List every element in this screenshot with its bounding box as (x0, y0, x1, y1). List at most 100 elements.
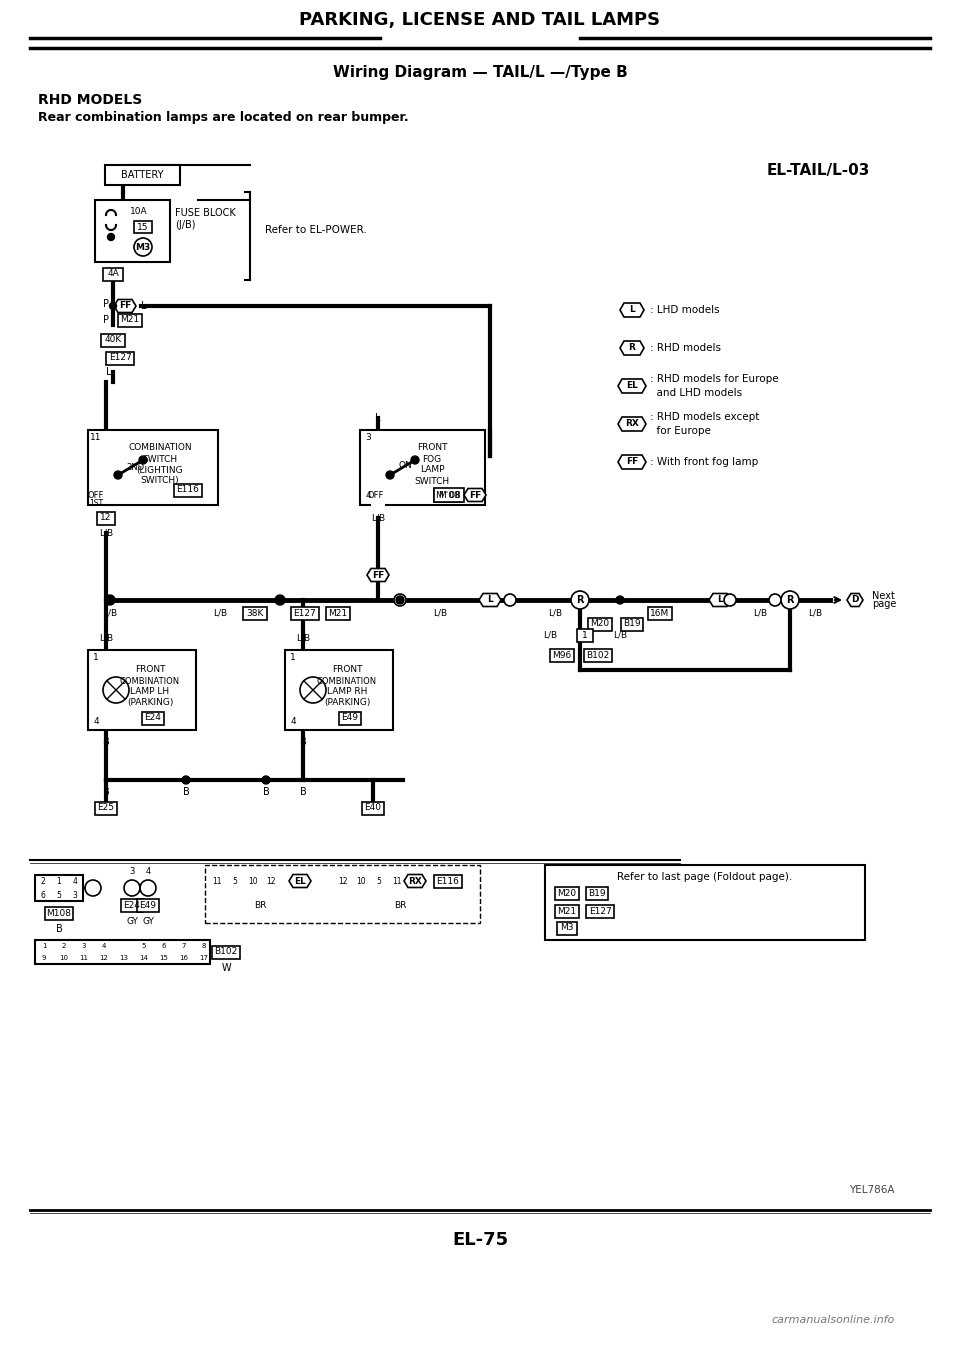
Text: FF: FF (626, 458, 638, 467)
Text: 4A: 4A (108, 269, 119, 278)
Circle shape (724, 593, 736, 606)
Text: 15: 15 (159, 955, 168, 961)
Polygon shape (479, 593, 501, 607)
Text: D: D (852, 596, 859, 604)
Text: 4: 4 (73, 877, 78, 887)
Text: L: L (629, 306, 635, 315)
Circle shape (504, 593, 516, 606)
Text: 3: 3 (130, 868, 134, 876)
Text: M20: M20 (590, 619, 610, 629)
Text: COMBINATION: COMBINATION (317, 676, 377, 686)
Text: B19: B19 (588, 888, 606, 898)
Text: 6: 6 (161, 942, 166, 949)
Polygon shape (618, 417, 646, 430)
Text: L/B: L/B (213, 608, 228, 618)
Text: (PARKING): (PARKING) (127, 698, 173, 708)
Text: B102: B102 (587, 650, 610, 660)
Text: 3: 3 (365, 433, 371, 443)
Bar (586, 904, 614, 918)
Circle shape (769, 593, 781, 606)
Text: 4: 4 (290, 717, 296, 727)
Text: 5: 5 (376, 876, 381, 885)
Text: COMBINATION: COMBINATION (129, 444, 192, 452)
Text: E127: E127 (294, 608, 317, 618)
Text: M21: M21 (558, 907, 577, 915)
Circle shape (394, 593, 406, 606)
Text: 1: 1 (41, 942, 46, 949)
Text: LAMP LH: LAMP LH (131, 687, 170, 697)
Text: Wiring Diagram — TAIL/L —/Type B: Wiring Diagram — TAIL/L —/Type B (332, 64, 628, 80)
Polygon shape (847, 593, 863, 607)
Polygon shape (404, 875, 426, 888)
Bar (118, 314, 142, 326)
Text: 3: 3 (82, 942, 86, 949)
Circle shape (300, 678, 326, 703)
Bar (88, 650, 196, 731)
Text: B: B (182, 788, 189, 797)
Text: M'08: M'08 (438, 490, 460, 500)
Bar (205, 865, 480, 923)
Text: (PARKING): (PARKING) (324, 698, 371, 708)
Bar (134, 221, 152, 234)
Text: P: P (103, 315, 109, 325)
Text: L/B: L/B (753, 608, 767, 618)
Bar (106, 352, 134, 364)
Text: YEL786A: YEL786A (850, 1186, 895, 1195)
Text: EL: EL (626, 382, 638, 391)
Text: E49: E49 (139, 900, 156, 910)
Circle shape (616, 596, 624, 604)
Text: 10: 10 (249, 876, 258, 885)
Text: : RHD models for Europe
  and LHD models: : RHD models for Europe and LHD models (650, 375, 779, 398)
Text: B: B (56, 923, 62, 934)
Bar (285, 650, 393, 731)
Text: GY: GY (126, 917, 138, 926)
Text: page: page (872, 599, 897, 608)
Text: 14: 14 (139, 955, 149, 961)
Text: FRONT: FRONT (134, 665, 165, 675)
Text: 1: 1 (290, 653, 296, 663)
Text: RX: RX (408, 876, 422, 885)
Text: R: R (786, 595, 794, 606)
Bar (105, 166, 180, 185)
Text: B: B (300, 737, 306, 747)
Bar (35, 875, 83, 900)
Text: 9: 9 (41, 955, 46, 961)
Text: 5: 5 (232, 876, 237, 885)
Circle shape (781, 591, 799, 608)
Circle shape (262, 775, 270, 784)
Text: LAMP: LAMP (420, 466, 444, 474)
Text: SWITCH: SWITCH (142, 455, 178, 463)
Bar (434, 488, 464, 502)
Text: PARKING, LICENSE AND TAIL LAMPS: PARKING, LICENSE AND TAIL LAMPS (300, 11, 660, 29)
Bar (103, 268, 123, 281)
Text: 1ST: 1ST (89, 498, 103, 508)
Text: L/B: L/B (99, 633, 113, 642)
Text: B19: B19 (623, 619, 641, 629)
Text: 6: 6 (40, 891, 45, 899)
Text: EL-75: EL-75 (452, 1230, 508, 1249)
Text: 5: 5 (57, 891, 61, 899)
Text: 15: 15 (137, 223, 149, 231)
Text: 11: 11 (80, 955, 88, 961)
Text: FF: FF (119, 301, 132, 311)
Text: L/B: L/B (333, 608, 348, 618)
Text: OFF: OFF (87, 490, 105, 500)
Text: L/B: L/B (653, 608, 667, 618)
Text: 10A: 10A (130, 208, 148, 216)
Text: 11: 11 (90, 433, 102, 443)
Text: EL-TAIL/L-03: EL-TAIL/L-03 (767, 163, 870, 178)
Bar (586, 887, 608, 899)
Text: 2ND: 2ND (126, 463, 144, 473)
Text: E116: E116 (177, 486, 200, 494)
Text: : RHD models except
  for Europe: : RHD models except for Europe (650, 413, 759, 436)
Bar (291, 607, 319, 619)
Text: L: L (375, 413, 381, 422)
Text: 1: 1 (57, 877, 61, 887)
Text: : With front fog lamp: : With front fog lamp (650, 458, 758, 467)
Text: 13: 13 (119, 955, 129, 961)
Text: SWITCH): SWITCH) (141, 477, 180, 486)
Bar (371, 502, 385, 512)
Polygon shape (464, 489, 486, 501)
Text: L/B: L/B (103, 608, 117, 618)
Text: 17: 17 (200, 955, 208, 961)
